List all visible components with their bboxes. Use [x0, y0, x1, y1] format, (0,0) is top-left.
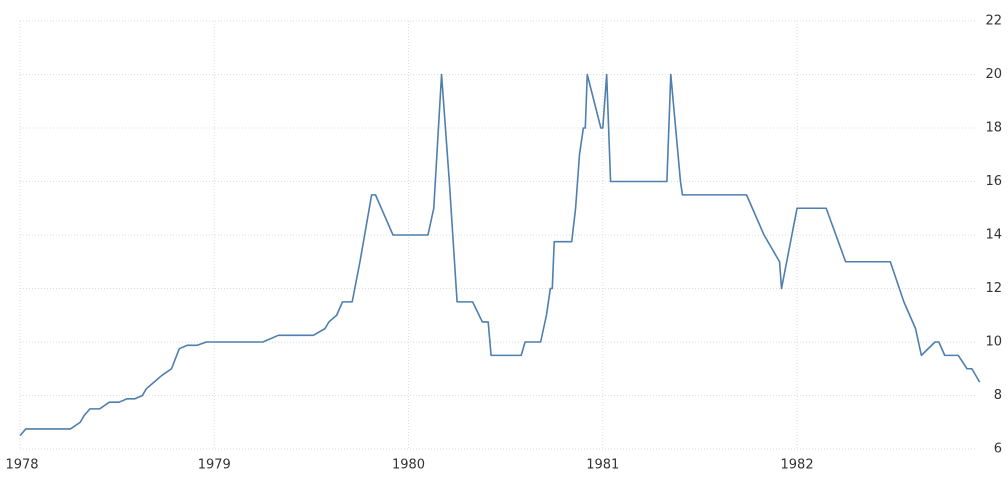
- y-tick-label: 14: [985, 228, 1002, 243]
- y-tick-label: 6: [994, 442, 1002, 457]
- x-tick-label: 1979: [198, 458, 231, 473]
- y-tick-label: 18: [985, 121, 1002, 136]
- y-tick-label: 16: [985, 174, 1002, 189]
- x-tick-label: 1981: [586, 458, 619, 473]
- y-tick-label: 12: [985, 281, 1002, 296]
- y-tick-label: 20: [985, 67, 1002, 82]
- y-tick-label: 22: [985, 14, 1002, 29]
- x-tick-label: 1980: [392, 458, 425, 473]
- y-tick-label: 8: [994, 388, 1002, 403]
- x-tick-label: 1978: [5, 458, 38, 473]
- line-series: [19, 73, 981, 437]
- x-tick-label: 1982: [781, 458, 814, 473]
- y-tick-label: 10: [985, 335, 1002, 350]
